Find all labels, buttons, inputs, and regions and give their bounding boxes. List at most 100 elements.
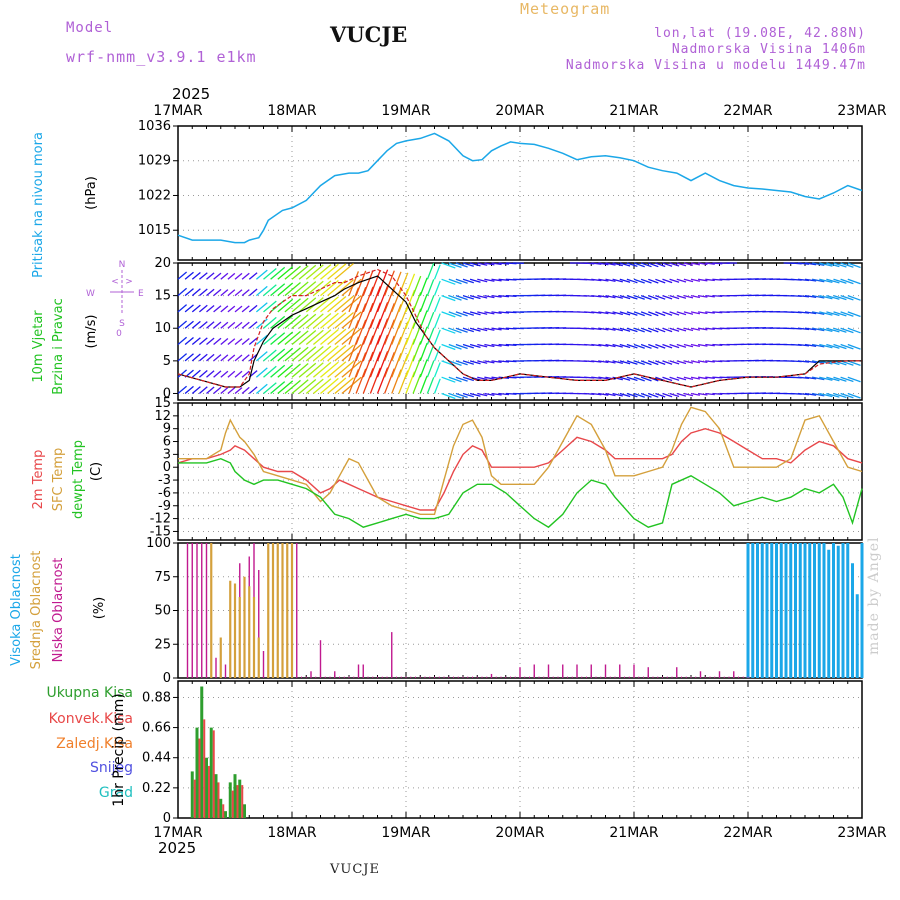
wind-arrow	[369, 302, 381, 329]
wind-arrow	[683, 360, 694, 364]
compass-east: E	[138, 289, 144, 299]
wind-arrow	[405, 355, 416, 378]
wind-arrow	[633, 262, 645, 268]
wind-arrow	[605, 311, 616, 315]
wind-arrow	[669, 327, 680, 332]
wind-arrow	[626, 294, 638, 300]
wind-arrow	[448, 311, 462, 318]
bottom-date-label: 21MAR	[609, 825, 658, 841]
wind-arrow	[369, 351, 381, 378]
wind-arrow	[612, 311, 623, 316]
wind-arrow	[305, 264, 324, 280]
wind-arrow	[676, 278, 687, 283]
wind-arrow	[819, 327, 833, 333]
wind-arrow	[391, 353, 402, 378]
wind-arrow	[619, 278, 631, 283]
wind-arrow	[833, 278, 847, 284]
wind-arrow	[369, 286, 381, 313]
bottom-date-label: 23MAR	[837, 825, 886, 841]
wind-arrow	[833, 311, 847, 317]
wind-arrow	[633, 376, 645, 382]
wind-ytick-label: 15	[154, 289, 171, 304]
wind-arrow	[298, 379, 317, 394]
wind-arrow	[640, 262, 652, 268]
wind-arrow	[477, 262, 488, 266]
wind-arrow	[697, 392, 708, 396]
top-date-label: 19MAR	[381, 103, 430, 119]
wind-arrow	[705, 376, 715, 379]
temp-unit-label: (C)	[89, 462, 104, 481]
wind-arrow	[469, 294, 481, 300]
wind-arrow	[655, 294, 666, 300]
wind-arrow	[320, 312, 339, 329]
wind-arrow	[263, 268, 277, 280]
wind-arrow	[369, 335, 381, 362]
wind-arrow	[291, 379, 309, 394]
wind-arrow	[213, 370, 222, 378]
wind-arrow	[206, 321, 215, 329]
wind-arrow	[291, 281, 309, 297]
wind-arrow	[248, 386, 258, 394]
wind-arrow	[312, 264, 332, 280]
wind-arrow	[184, 271, 194, 280]
wind-arrow	[191, 288, 201, 297]
pressure-ytick-label: 1036	[138, 119, 171, 134]
wind-arrow	[412, 292, 422, 313]
wind-arrow	[198, 337, 208, 345]
wind-arrow	[227, 272, 236, 280]
compass-north: N	[119, 260, 126, 270]
wind-arrow	[206, 305, 215, 313]
wind-arrow	[640, 327, 652, 333]
wind-arrow	[198, 370, 208, 378]
wind-arrow	[648, 311, 659, 317]
wind-arrow	[797, 278, 810, 282]
wind-arrow	[690, 278, 701, 282]
wind-arrow	[206, 370, 215, 378]
wind-arrow	[840, 327, 854, 334]
wind-arrow	[277, 282, 294, 297]
wind-gust-line	[177, 268, 862, 388]
wind-arrow	[184, 353, 194, 362]
wind-arrow	[284, 347, 301, 362]
wind-arrow	[206, 337, 215, 345]
wind-arrow	[348, 336, 360, 362]
wind-arrow	[619, 311, 631, 316]
wind-arrow	[270, 381, 286, 394]
wind-arrow	[640, 360, 652, 366]
wind-arrow	[591, 311, 602, 314]
wind-arrow	[327, 312, 347, 329]
wind-arrow	[241, 321, 250, 329]
wind-arrow	[255, 285, 268, 297]
wind-arrow	[191, 369, 201, 378]
wind-arrow	[433, 362, 441, 378]
wind-arrow	[705, 311, 715, 314]
precip-unit-label: 1hr Precip (mm)	[111, 693, 127, 806]
wind-arrow	[648, 360, 659, 366]
wind-arrow	[619, 392, 631, 398]
wind-arrow	[655, 392, 666, 398]
wind-arrow	[213, 305, 222, 313]
wind-arrow	[633, 327, 645, 333]
wind-arrow	[797, 327, 810, 331]
wind-arrow	[683, 278, 694, 283]
elevation-label: Nadmorska Visina 1406m	[671, 42, 866, 57]
wind-arrow	[605, 327, 616, 331]
wind-arrow	[277, 315, 294, 329]
wind-arrow	[847, 392, 861, 399]
wind-arrow	[840, 376, 854, 383]
wind-arrow	[462, 376, 474, 382]
wind-arrow	[362, 286, 374, 313]
wind-arrow	[270, 283, 286, 297]
wind-arrow	[705, 343, 715, 347]
wind-arrow	[213, 288, 222, 297]
wind-arrow	[484, 376, 495, 380]
wind-arrow	[847, 376, 861, 383]
wind-arrow	[655, 343, 666, 349]
wind-arrow	[248, 304, 258, 313]
wind-arrow	[433, 329, 441, 345]
wind-arrow	[477, 311, 488, 315]
wind-arrow	[376, 269, 389, 296]
wind-arrow	[441, 376, 456, 383]
wind-arrow	[491, 311, 502, 315]
precipitation-panel-frame	[177, 680, 863, 819]
